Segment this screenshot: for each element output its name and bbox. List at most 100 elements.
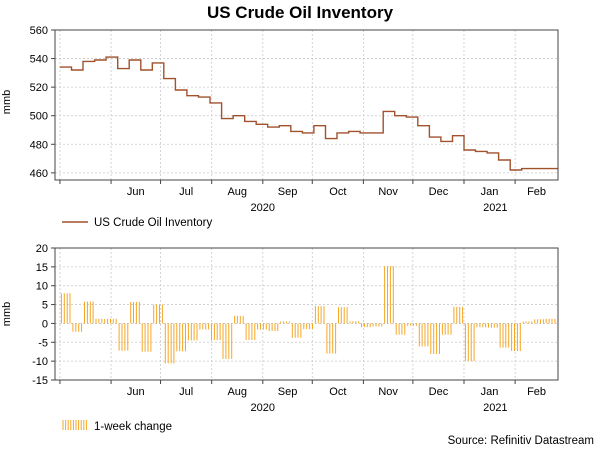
change-bar xyxy=(395,323,406,335)
change-bar xyxy=(141,323,152,352)
change-x-tick-label: Nov xyxy=(378,386,398,398)
inventory-x-tick-label: Aug xyxy=(227,186,247,198)
inventory-plot-frame xyxy=(54,29,559,181)
change-panel: -15 -10 -5 0 5 10 15 20 mmb Jun Jul Aug Sep Oct Nov D… xyxy=(1,243,559,433)
change-x-tick-label: Sep xyxy=(278,386,298,398)
inventory-y-tick-label: 520 xyxy=(30,82,48,94)
inventory-legend: US Crude Oil Inventory xyxy=(62,217,212,229)
change-bar xyxy=(95,318,106,324)
change-bar xyxy=(60,293,71,324)
change-bar xyxy=(107,318,117,324)
change-year-label: 2020 xyxy=(251,402,275,414)
change-x-tick-label: Jan xyxy=(481,386,499,398)
change-bar xyxy=(84,301,94,324)
change-x-tick-label: Jun xyxy=(127,386,145,398)
inventory-y-tick-label: 560 xyxy=(30,25,48,37)
chart-title: US Crude Oil Inventory xyxy=(207,3,394,22)
inventory-x-tick-label: Jan xyxy=(481,186,499,198)
change-x-tick-label: Dec xyxy=(429,386,449,398)
change-y-tick-label: -15 xyxy=(32,375,48,387)
inventory-gridlines xyxy=(55,29,558,180)
change-bar xyxy=(153,304,163,324)
change-y-tick-label: -5 xyxy=(38,337,48,349)
change-bar xyxy=(291,323,302,338)
change-bar xyxy=(441,323,452,335)
change-bar xyxy=(488,323,498,328)
change-plot-frame xyxy=(54,247,559,381)
change-bar xyxy=(199,323,210,330)
change-y-axis-label: mmb xyxy=(1,302,13,326)
change-bar xyxy=(349,321,360,324)
inventory-x-tick-label: Nov xyxy=(378,186,398,198)
change-bar xyxy=(268,323,279,331)
change-bar xyxy=(164,323,175,364)
inventory-y-tick-label: 500 xyxy=(30,111,48,123)
change-bar xyxy=(280,321,290,324)
change-x-tick-label: Oct xyxy=(329,386,346,398)
change-bar xyxy=(257,323,267,330)
change-bar xyxy=(187,323,198,341)
inventory-x-axis: Jun Jul Aug Sep Oct Nov Dec Jan Feb 2020 2021 xyxy=(59,180,546,214)
change-bar xyxy=(234,315,244,324)
change-bar xyxy=(464,323,475,362)
change-bar xyxy=(534,319,544,324)
change-bar xyxy=(407,323,417,326)
change-bar xyxy=(303,323,313,330)
inventory-x-tick-label: Oct xyxy=(329,186,346,198)
inventory-x-tick-label: Feb xyxy=(527,186,546,198)
change-bar xyxy=(511,323,521,351)
change-bar xyxy=(384,266,394,324)
change-x-tick-label: Jul xyxy=(179,386,193,398)
change-y-tick-label: -10 xyxy=(32,356,48,368)
change-legend: 1-week change xyxy=(62,420,172,433)
change-bar xyxy=(245,323,256,340)
source-note: Source: Refinitiv Datastream xyxy=(448,435,594,447)
inventory-x-tick-label: Jun xyxy=(127,186,145,198)
inventory-y-axis-label: mmb xyxy=(1,90,13,114)
change-y-tick-label: 20 xyxy=(36,243,48,255)
change-x-axis: Jun Jul Aug Sep Oct Nov Dec Jan Feb 2020 2021 xyxy=(59,380,546,414)
inventory-y-axis: 460 480 500 520 540 560 xyxy=(30,25,55,180)
inventory-year-label: 2021 xyxy=(483,202,507,214)
change-y-tick-label: 10 xyxy=(36,281,48,293)
change-gridlines xyxy=(55,247,558,380)
inventory-year-label: 2020 xyxy=(251,202,275,214)
change-bar xyxy=(418,323,429,347)
change-bar xyxy=(326,323,337,354)
change-bar xyxy=(176,323,186,352)
inventory-x-tick-label: Jul xyxy=(179,186,193,198)
inventory-series-line xyxy=(59,56,558,171)
change-y-tick-label: 5 xyxy=(42,300,48,312)
change-y-tick-label: 0 xyxy=(42,318,48,330)
change-bars xyxy=(60,266,556,364)
change-bar xyxy=(499,323,510,348)
change-bar xyxy=(430,323,440,354)
change-bar xyxy=(118,323,129,351)
inventory-x-tick-label: Sep xyxy=(278,186,298,198)
change-bar xyxy=(453,306,464,324)
change-bar xyxy=(211,323,221,340)
change-bar xyxy=(522,321,533,324)
change-bar xyxy=(72,323,83,332)
change-y-axis: -15 -10 -5 0 5 10 15 20 xyxy=(32,243,55,387)
inventory-legend-label: US Crude Oil Inventory xyxy=(94,217,212,229)
change-bar xyxy=(361,323,371,328)
inventory-y-tick-label: 460 xyxy=(30,168,48,180)
inventory-y-tick-label: 540 xyxy=(30,54,48,66)
change-bar xyxy=(338,307,348,324)
change-bar xyxy=(222,323,233,359)
change-bar xyxy=(130,301,140,324)
change-bar xyxy=(545,318,556,324)
change-bar xyxy=(476,323,487,328)
change-year-label: 2021 xyxy=(483,402,507,414)
change-bar xyxy=(372,323,383,327)
change-legend-swatch xyxy=(62,420,87,430)
inventory-panel: 460 480 500 520 540 560 mmb Jun Jul Aug Sep Oct No… xyxy=(1,25,559,229)
inventory-y-tick-label: 480 xyxy=(30,139,48,151)
inventory-x-tick-label: Dec xyxy=(429,186,449,198)
change-bar xyxy=(314,306,325,324)
change-legend-label: 1-week change xyxy=(94,421,172,433)
change-x-tick-label: Feb xyxy=(527,386,546,398)
change-x-tick-label: Aug xyxy=(227,386,247,398)
